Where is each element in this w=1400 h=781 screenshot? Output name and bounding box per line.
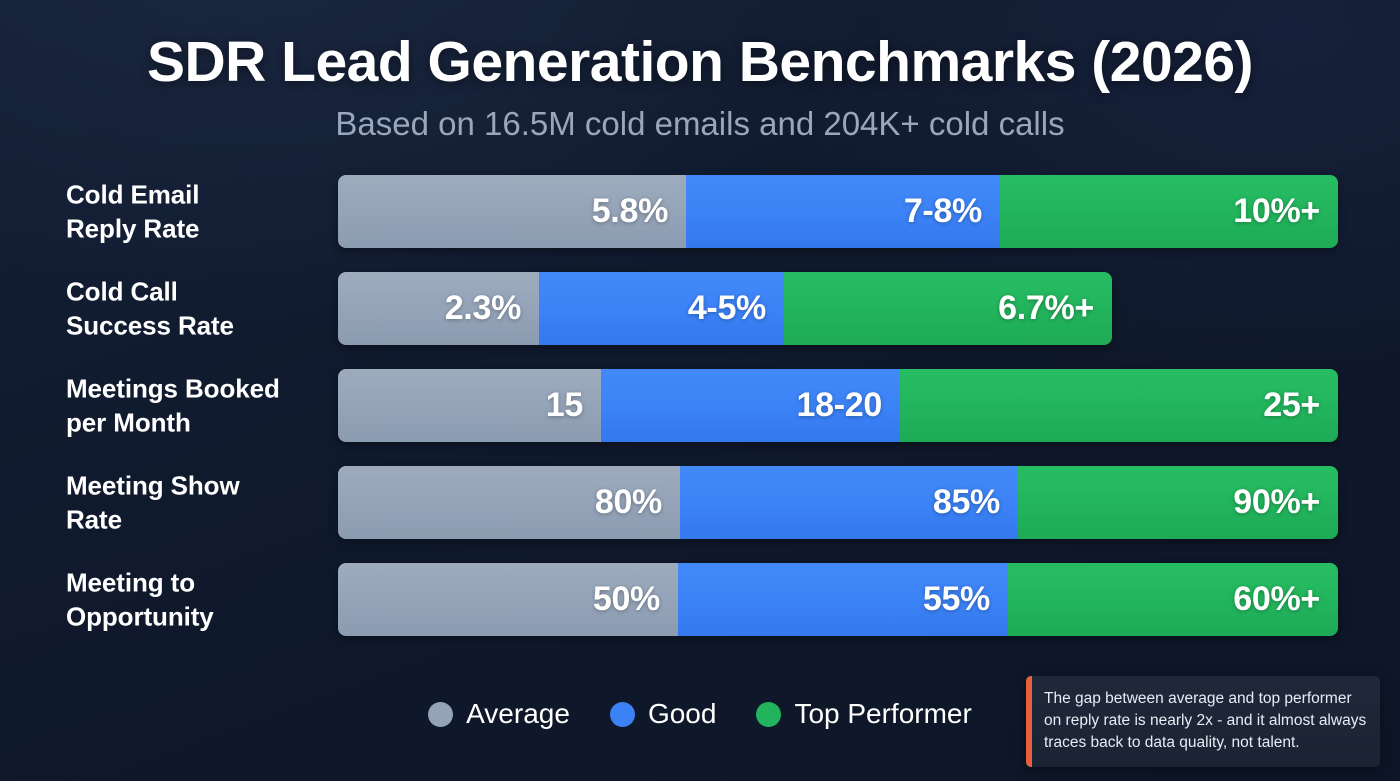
bar-segment-value: 2.3%: [444, 289, 522, 327]
bar-segment-top: 25+: [900, 369, 1338, 442]
page-title: SDR Lead Generation Benchmarks (2026): [146, 30, 1254, 94]
benchmark-row: Meeting Show Rate 80% 85% 90%+: [0, 466, 1400, 539]
benchmark-rows: Cold Email Reply Rate 5.8% 7-8% 10%+ Cold Cal…: [0, 175, 1400, 660]
row-label-line: Reply Rate: [66, 213, 200, 244]
bar-segment-avg: 80%: [338, 466, 680, 539]
bar-segment-value: 80%: [594, 483, 662, 521]
row-label-line: per Month: [66, 407, 191, 438]
stacked-bar: 80% 85% 90%+: [338, 466, 1338, 539]
bar-segment-value: 7-8%: [903, 192, 982, 230]
row-label-line: Cold Email: [66, 179, 200, 210]
bar-segment-good: 4-5%: [539, 272, 784, 345]
legend-label: Top Performer: [794, 698, 972, 729]
circle-icon: [609, 701, 635, 727]
bar-segment-good: 85%: [680, 466, 1018, 539]
bar-segment-value: 18-20: [796, 386, 883, 424]
bar-segment-good: 18-20: [601, 369, 900, 442]
row-label-line: Meetings Booked: [66, 373, 280, 404]
legend-item[interactable]: Good: [609, 698, 717, 730]
bar-segment-avg: 50%: [338, 563, 678, 636]
legend-item[interactable]: Average: [428, 698, 570, 730]
bar-segment-value: 5.8%: [591, 192, 669, 230]
chart-legend: Average Good Top Performer: [0, 698, 1400, 730]
bar-segment-value: 10%+: [1233, 192, 1320, 230]
bar-segment-good: 7-8%: [686, 175, 1000, 248]
bar-segment-top: 10%+: [1000, 175, 1338, 248]
bar-segment-value: 55%: [922, 580, 990, 618]
bar-segment-top: 60%+: [1008, 563, 1338, 636]
row-label-line: Cold Call: [66, 276, 178, 307]
benchmark-row: Cold Email Reply Rate 5.8% 7-8% 10%+: [0, 175, 1400, 248]
benchmark-row: Meeting to Opportunity 50% 55% 60%+: [0, 563, 1400, 636]
bar-segment-value: 6.7%+: [998, 289, 1094, 327]
bar-segment-value: 85%: [932, 483, 1000, 521]
bar-segment-top: 90%+: [1018, 466, 1338, 539]
row-label: Meeting Show Rate: [66, 468, 328, 537]
bar-segment-value: 50%: [592, 580, 660, 618]
row-label-line: Meeting to: [66, 567, 195, 598]
legend-item[interactable]: Top Performer: [756, 698, 972, 730]
bar-segment-good: 55%: [678, 563, 1008, 636]
bar-segment-value: 90%+: [1233, 483, 1320, 521]
row-label: Meetings Booked per Month: [66, 371, 328, 440]
bar-segment-value: 60%+: [1233, 580, 1320, 618]
stacked-bar: 15 18-20 25+: [338, 369, 1338, 442]
bar-segment-value: 15: [545, 386, 584, 424]
bar-segment-avg: 5.8%: [338, 175, 686, 248]
legend-label: Good: [647, 698, 717, 729]
page-subtitle: Based on 16.5M cold emails and 204K+ col…: [335, 105, 1065, 142]
stacked-bar: 50% 55% 60%+: [338, 563, 1338, 636]
bar-segment-value: 25+: [1263, 386, 1320, 424]
bar-segment-value: 4-5%: [687, 289, 766, 327]
legend-label: Average: [466, 698, 570, 729]
row-label: Cold Call Success Rate: [66, 274, 328, 343]
bar-segment-avg: 15: [338, 369, 601, 442]
row-label-line: Opportunity: [66, 601, 214, 632]
row-label: Meeting to Opportunity: [66, 565, 328, 634]
insight-callout-text: The gap between average and top performe…: [1044, 690, 1367, 752]
row-label-line: Success Rate: [66, 310, 234, 341]
circle-icon: [756, 701, 782, 727]
bar-segment-avg: 2.3%: [338, 272, 539, 345]
row-label: Cold Email Reply Rate: [66, 177, 328, 246]
insight-callout: The gap between average and top performe…: [1026, 676, 1380, 768]
stacked-bar: 2.3% 4-5% 6.7%+: [338, 272, 1112, 345]
benchmark-row: Meetings Booked per Month 15 18-20 25+: [0, 369, 1400, 442]
stacked-bar: 5.8% 7-8% 10%+: [338, 175, 1338, 248]
benchmark-row: Cold Call Success Rate 2.3% 4-5% 6.7%+: [0, 272, 1400, 345]
row-label-line: Meeting Show: [66, 470, 240, 501]
row-label-line: Rate: [66, 504, 122, 535]
bar-segment-top: 6.7%+: [784, 272, 1112, 345]
circle-icon: [428, 701, 454, 727]
